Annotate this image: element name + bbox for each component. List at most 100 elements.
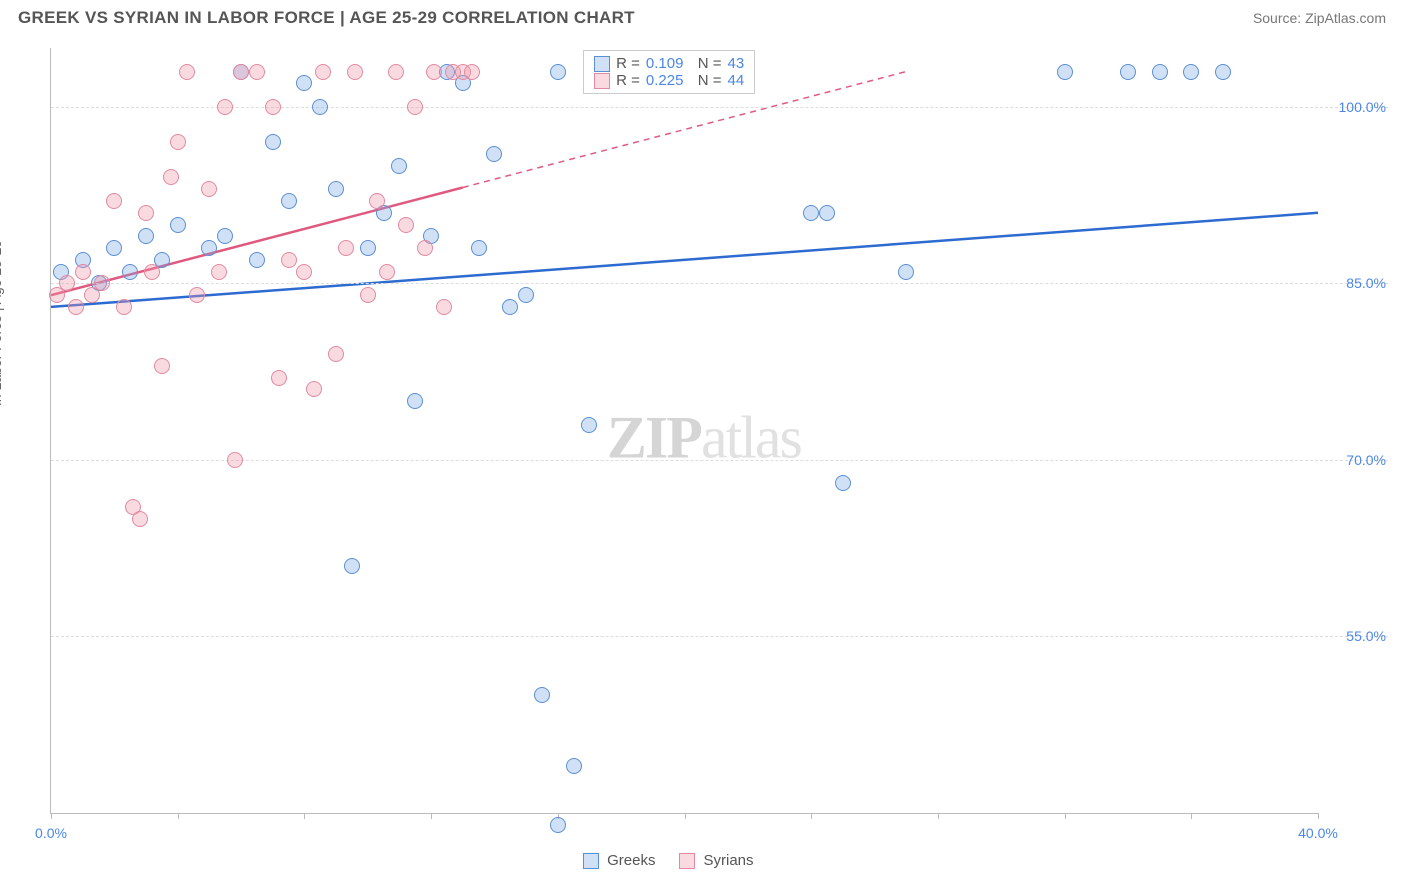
gridline (51, 636, 1388, 637)
data-point (170, 134, 186, 150)
data-point (163, 169, 179, 185)
data-point (566, 758, 582, 774)
data-point (306, 381, 322, 397)
data-point (360, 287, 376, 303)
data-point (249, 252, 265, 268)
data-point (296, 75, 312, 91)
data-point (407, 393, 423, 409)
x-tick (178, 813, 179, 819)
gridline (51, 107, 1388, 108)
legend: Greeks Syrians (583, 852, 753, 869)
data-point (407, 99, 423, 115)
data-point (328, 181, 344, 197)
data-point (179, 64, 195, 80)
data-point (211, 264, 227, 280)
data-point (581, 417, 597, 433)
plot-area: ZIPatlas R = 0.109 N = 43 R = 0.225 N = … (50, 48, 1318, 814)
n-value: 43 (728, 55, 745, 72)
data-point (1120, 64, 1136, 80)
data-point (398, 217, 414, 233)
data-point (835, 475, 851, 491)
data-point (265, 134, 281, 150)
data-point (328, 346, 344, 362)
x-tick (685, 813, 686, 819)
data-point (281, 252, 297, 268)
data-point (75, 264, 91, 280)
legend-swatch (583, 853, 599, 869)
data-point (369, 193, 385, 209)
data-point (315, 64, 331, 80)
gridline (51, 460, 1388, 461)
data-point (106, 193, 122, 209)
data-point (106, 240, 122, 256)
data-point (227, 452, 243, 468)
data-point (1183, 64, 1199, 80)
y-axis-label: In Labor Force | Age 25-29 (0, 240, 4, 406)
data-point (391, 158, 407, 174)
data-point (471, 240, 487, 256)
r-value: 0.225 (646, 72, 684, 89)
data-point (803, 205, 819, 221)
data-point (189, 287, 205, 303)
y-tick-label: 100.0% (1339, 99, 1386, 115)
x-tick (1318, 813, 1319, 819)
x-tick (304, 813, 305, 819)
gridline (51, 283, 1388, 284)
data-point (132, 511, 148, 527)
data-point (819, 205, 835, 221)
data-point (144, 264, 160, 280)
data-point (436, 299, 452, 315)
data-point (296, 264, 312, 280)
data-point (312, 99, 328, 115)
legend-label: Greeks (607, 852, 655, 869)
data-point (898, 264, 914, 280)
y-tick-label: 70.0% (1346, 452, 1386, 468)
stats-row: R = 0.225 N = 44 (594, 72, 744, 89)
data-point (379, 264, 395, 280)
data-point (217, 99, 233, 115)
legend-item: Syrians (679, 852, 753, 869)
data-point (1152, 64, 1168, 80)
data-point (59, 275, 75, 291)
legend-swatch (679, 853, 695, 869)
y-tick-label: 55.0% (1346, 628, 1386, 644)
x-tick (1065, 813, 1066, 819)
data-point (138, 205, 154, 221)
data-point (1057, 64, 1073, 80)
x-tick-label: 40.0% (1298, 825, 1338, 841)
data-point (94, 275, 110, 291)
data-point (154, 358, 170, 374)
x-tick (431, 813, 432, 819)
data-point (464, 64, 480, 80)
x-tick (938, 813, 939, 819)
x-tick-label: 0.0% (35, 825, 67, 841)
data-point (534, 687, 550, 703)
data-point (518, 287, 534, 303)
stats-row: R = 0.109 N = 43 (594, 55, 744, 72)
data-point (249, 64, 265, 80)
data-point (486, 146, 502, 162)
data-point (138, 228, 154, 244)
data-point (170, 217, 186, 233)
watermark: ZIPatlas (607, 403, 801, 472)
r-value: 0.109 (646, 55, 684, 72)
data-point (122, 264, 138, 280)
data-point (417, 240, 433, 256)
n-value: 44 (728, 72, 745, 89)
data-point (116, 299, 132, 315)
stats-box: R = 0.109 N = 43 R = 0.225 N = 44 (583, 50, 755, 94)
trend-lines (51, 48, 1318, 813)
data-point (344, 558, 360, 574)
data-point (68, 299, 84, 315)
series-swatch (594, 73, 610, 89)
data-point (338, 240, 354, 256)
legend-label: Syrians (703, 852, 753, 869)
data-point (1215, 64, 1231, 80)
data-point (217, 228, 233, 244)
data-point (233, 64, 249, 80)
data-point (426, 64, 442, 80)
data-point (388, 64, 404, 80)
data-point (201, 240, 217, 256)
data-point (360, 240, 376, 256)
data-point (201, 181, 217, 197)
